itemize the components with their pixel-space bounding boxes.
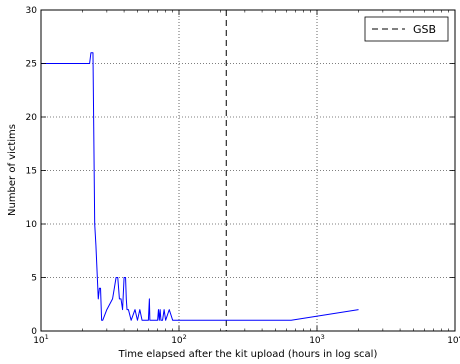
legend-gsb-label: GSB bbox=[413, 23, 436, 36]
x-tick-exponent: 1 bbox=[45, 333, 49, 341]
y-tick-label: 0 bbox=[31, 327, 37, 337]
x-axis-title: Time elapsed after the kit upload (hours… bbox=[118, 349, 378, 360]
x-tick-label: 103 bbox=[309, 333, 325, 346]
y-tick-label: 30 bbox=[26, 6, 38, 16]
x-tick-exponent: 2 bbox=[183, 333, 187, 341]
x-tick-exponent: 3 bbox=[321, 333, 325, 341]
y-tick-label: 15 bbox=[26, 167, 37, 177]
legend-box bbox=[364, 16, 449, 42]
legend: GSB bbox=[364, 16, 449, 42]
x-tick-label: 104 bbox=[447, 333, 460, 346]
series-line bbox=[41, 52, 359, 321]
y-tick-label: 5 bbox=[31, 274, 37, 284]
x-tick-label: 102 bbox=[171, 333, 187, 346]
series bbox=[41, 52, 359, 321]
y-tick-label: 10 bbox=[26, 220, 38, 230]
x-tick-exponent: 4 bbox=[459, 333, 460, 341]
axis-ticks bbox=[40, 9, 456, 332]
grid bbox=[41, 10, 455, 331]
y-tick-label: 20 bbox=[26, 113, 38, 123]
y-axis-title: Number of victims bbox=[7, 124, 18, 216]
y-tick-label: 25 bbox=[26, 60, 37, 70]
tick-labels: 101102103104051015202530 bbox=[26, 6, 460, 346]
